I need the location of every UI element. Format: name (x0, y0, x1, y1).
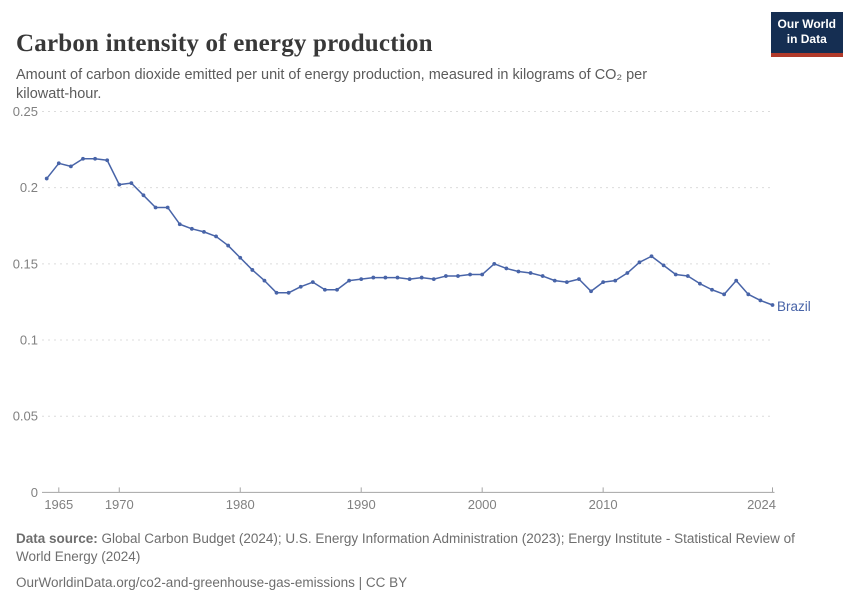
data-point (129, 181, 134, 186)
data-point (673, 272, 678, 277)
data-point (56, 161, 61, 166)
data-point (298, 284, 303, 289)
data-point (81, 156, 85, 161)
data-point (456, 274, 460, 278)
x-tick-label: 2024 (747, 497, 776, 512)
data-point (468, 272, 472, 277)
page-title: Carbon intensity of energy production (16, 29, 433, 57)
data-point (310, 280, 315, 285)
x-tick-label: 2000 (468, 497, 497, 512)
data-point (480, 272, 485, 277)
data-point (359, 277, 364, 281)
data-source-label: Data source: (16, 531, 98, 546)
data-point (407, 277, 412, 281)
data-point (613, 278, 618, 283)
data-source-text: Global Carbon Budget (2024); U.S. Energy… (16, 531, 795, 565)
data-point (431, 277, 436, 281)
x-tick-label: 1965 (44, 497, 73, 512)
data-point (226, 243, 231, 248)
data-point (625, 271, 630, 275)
owid-logo[interactable]: Our World in Data (770, 12, 843, 57)
y-tick-label: 0 (31, 485, 38, 500)
data-point (492, 261, 497, 266)
y-tick-label: 0.1 (20, 333, 38, 348)
x-tick-label: 1970 (105, 497, 134, 512)
y-tick-label: 0.05 (13, 409, 38, 424)
data-point (758, 298, 763, 303)
data-point (105, 158, 110, 163)
data-point (637, 260, 642, 265)
data-point (44, 176, 49, 181)
data-point (698, 281, 702, 286)
data-point (335, 287, 339, 292)
data-point (274, 290, 279, 295)
data-point (589, 289, 593, 294)
line-chart[interactable]: 0 0.05 0.1 0.15 0.2 0.25 1965 1970 1980 1990 2000 2… (0, 0, 850, 530)
x-tick-label: 1990 (347, 497, 376, 512)
y-tick-label: 0.2 (20, 180, 38, 195)
data-point (395, 275, 400, 280)
data-point (323, 287, 327, 292)
data-source-line: Data source: Global Carbon Budget (2024)… (16, 530, 816, 566)
data-point (238, 255, 243, 260)
data-point (153, 205, 158, 210)
data-point (371, 275, 376, 280)
owid-logo-line1: Our World (777, 17, 836, 31)
data-point (383, 275, 388, 280)
data-point (141, 193, 146, 198)
series-line (46, 157, 773, 306)
data-point (214, 234, 218, 239)
data-point (347, 278, 352, 283)
data-point (68, 164, 73, 169)
data-point (202, 229, 206, 234)
data-point (661, 263, 666, 268)
y-tick-label: 0.25 (13, 104, 38, 119)
data-point (504, 266, 509, 271)
data-point (286, 290, 291, 295)
data-point (685, 274, 690, 278)
data-point (564, 280, 569, 285)
data-point (770, 303, 775, 307)
data-point (746, 292, 751, 297)
entity-label[interactable]: Brazil (777, 299, 811, 314)
data-point (734, 278, 739, 283)
license-label[interactable]: | CC BY (354, 575, 408, 591)
data-point (443, 274, 448, 278)
data-point (262, 278, 267, 283)
data-point (710, 287, 714, 292)
data-point (552, 278, 557, 283)
owid-logo-line2: in Data (786, 32, 827, 47)
data-point (177, 222, 182, 227)
data-point (93, 156, 97, 161)
data-point (117, 182, 122, 187)
data-point (419, 275, 424, 280)
data-point (165, 205, 170, 210)
data-point (601, 280, 606, 285)
owid-url-link[interactable]: OurWorldinData.org/co2-and-greenhouse-ga… (16, 575, 355, 591)
x-tick-label: 2010 (589, 497, 618, 512)
data-point (516, 269, 521, 274)
data-point (189, 226, 194, 231)
data-point (722, 292, 727, 297)
chart-footer: Data source: Global Carbon Budget (2024)… (16, 530, 816, 593)
data-point (649, 254, 654, 259)
data-point (540, 274, 545, 278)
footer-link-line: OurWorldinData.org/co2-and-greenhouse-ga… (16, 574, 816, 592)
chart-subtitle: Amount of carbon dioxide emitted per uni… (16, 66, 648, 103)
data-point (577, 277, 581, 281)
data-point (250, 268, 255, 272)
y-tick-label: 0.15 (13, 256, 38, 271)
data-point (528, 271, 533, 275)
x-tick-label: 1980 (226, 497, 255, 512)
